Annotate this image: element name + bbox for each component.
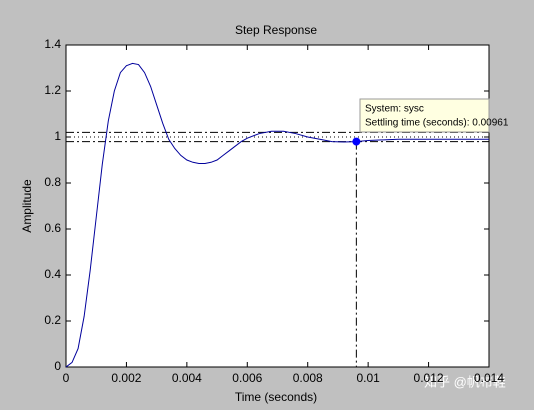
datatip-settling: Settling time (seconds): 0.00961 — [365, 118, 509, 129]
y-tick-label: 1.4 — [44, 37, 61, 51]
chart-title: Step Response — [235, 23, 317, 37]
y-tick-label: 0.4 — [44, 267, 61, 281]
x-tick-label: 0.008 — [293, 371, 323, 385]
x-tick-label: 0 — [63, 371, 70, 385]
x-tick-label: 0.012 — [414, 371, 444, 385]
y-tick-label: 0.6 — [44, 221, 61, 235]
line — [65, 62, 489, 368]
y-tick-label: 1 — [54, 129, 61, 143]
y-axis-label: Amplitude — [20, 179, 34, 233]
y-tick-label: 0 — [54, 359, 61, 373]
settling-marker — [352, 137, 361, 146]
x-axis-label: Time (seconds) — [235, 390, 317, 404]
y-tick-label: 0.8 — [44, 175, 61, 189]
y-tick-label: 0.2 — [44, 313, 61, 327]
x-tick-label: 0.01 — [356, 371, 380, 385]
y-tick-label: 1.2 — [44, 83, 61, 97]
watermark: 知乎 @帆布鞋 — [424, 374, 506, 389]
x-tick-label: 0.004 — [172, 371, 202, 385]
x-tick-label: 0.006 — [232, 371, 262, 385]
datatip-box — [359, 98, 490, 133]
x-tick-label: 0.002 — [111, 371, 141, 385]
datatip-system: System: sysc — [365, 104, 424, 115]
plot-area — [65, 44, 490, 368]
x-tick-label: 0.014 — [474, 371, 504, 385]
